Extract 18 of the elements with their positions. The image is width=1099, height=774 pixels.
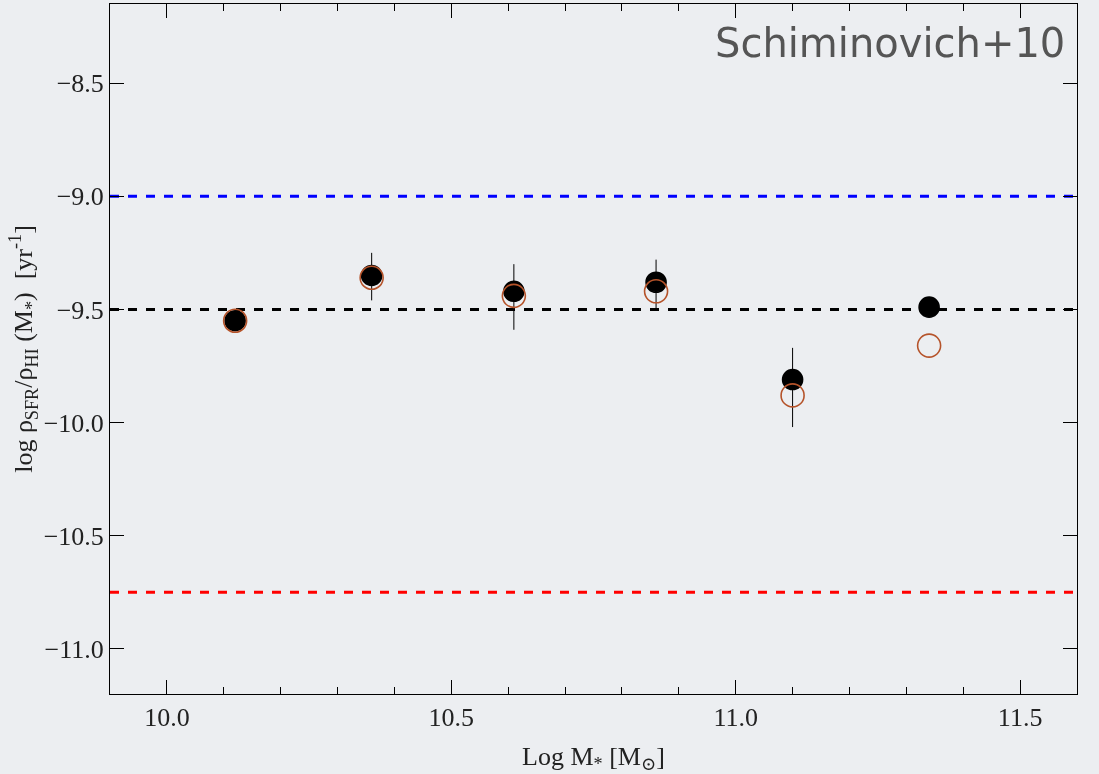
x-tick-label: 10.0: [144, 703, 190, 733]
x-tick-label: 11.5: [997, 703, 1043, 733]
point: [916, 333, 942, 358]
x-tick-label: 10.5: [428, 703, 475, 733]
x-axis-title: Log M$_{*}$ [M$_{⊙}$]: [522, 741, 665, 774]
annotation: Schiminovich+10: [715, 20, 1066, 66]
y-tick-label: −11.0: [44, 634, 104, 664]
y-tick-label: −9.5: [56, 295, 104, 325]
point: [918, 296, 940, 318]
x-tick-label: 11.0: [713, 703, 758, 733]
y-tick-label: −10.0: [43, 408, 104, 438]
y-tick-label: −9.0: [56, 182, 104, 212]
point: [643, 279, 669, 304]
point: [780, 383, 805, 408]
point: [781, 368, 804, 391]
y-tick-label: −10.5: [43, 521, 104, 551]
y-tick-label: −8.5: [56, 69, 104, 99]
point: [501, 283, 527, 309]
